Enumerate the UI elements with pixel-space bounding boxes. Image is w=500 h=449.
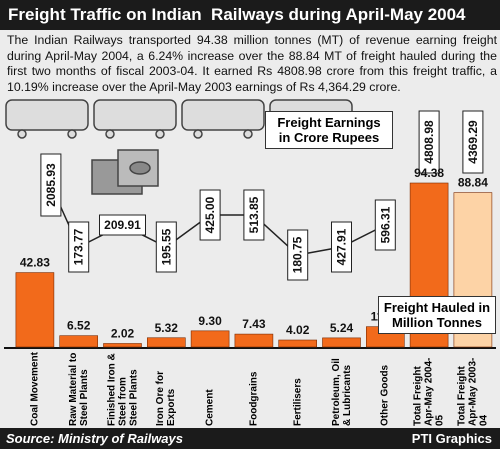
x-tick-label: Petroleum, Oil & Lubricants — [330, 358, 353, 426]
earnings-box — [462, 110, 484, 174]
bar-value-label: 5.32 — [155, 321, 179, 335]
earnings-label: 596.31 — [378, 206, 392, 243]
footer: Source: Ministry of Railways PTI Graphic… — [0, 428, 500, 449]
bar — [322, 337, 361, 348]
x-tick-label: Fertilisers — [292, 378, 304, 426]
bar — [278, 339, 318, 348]
bar — [234, 333, 274, 348]
x-tick-label: Iron Ore for Exports — [155, 370, 178, 426]
bar-value-label: 5.24 — [330, 321, 354, 335]
earnings-box — [99, 214, 146, 236]
bar — [103, 343, 142, 348]
x-tick-label: Total Freight Apr-May 2003-04 — [456, 357, 490, 426]
earnings-box — [40, 153, 62, 217]
earnings-label: 2085.93 — [44, 163, 58, 207]
earnings-box — [155, 221, 177, 273]
bar — [15, 272, 55, 348]
x-tick-label: Cement — [204, 389, 216, 426]
bar-value-label: 9.30 — [198, 314, 222, 328]
legend-hauled: Freight Hauled in Million Tonnes — [378, 296, 496, 334]
bar-value-label: 7.43 — [242, 317, 266, 331]
chart-title: Freight Traffic on Indian Railways durin… — [0, 0, 500, 30]
source: Source: Ministry of Railways — [6, 431, 183, 446]
earnings-box — [418, 110, 440, 174]
earnings-label: 425.00 — [203, 196, 217, 233]
bar — [147, 337, 186, 348]
earnings-box — [331, 221, 352, 273]
earnings-box — [243, 189, 265, 241]
x-tick-label: Coal Movement — [29, 352, 41, 426]
x-tick-label: Other Goods — [379, 364, 391, 426]
bar-value-label: 88.84 — [458, 176, 488, 190]
credit: PTI Graphics — [411, 431, 492, 446]
bar — [190, 330, 230, 348]
bar-value-label: 94.38 — [414, 166, 444, 180]
earnings-box — [68, 221, 90, 273]
bar-value-label: 4.02 — [286, 323, 310, 337]
x-tick-label: Finished Iron & Steel from Steel Plants — [106, 353, 139, 426]
earnings-label: 4808.98 — [422, 120, 436, 164]
earnings-label: 195.55 — [159, 228, 173, 265]
bar-value-label: 2.02 — [111, 326, 135, 340]
earnings-box — [374, 199, 396, 251]
legend-earnings: Freight Earnings in Crore Rupees — [265, 111, 393, 149]
chart-subtitle: The Indian Railways transported 94.38 mi… — [7, 33, 497, 94]
bar-value-label: 6.52 — [67, 319, 91, 333]
earnings-label: 513.85 — [247, 196, 261, 233]
bar-value-label: 42.83 — [20, 256, 50, 270]
earnings-label: 180.75 — [291, 236, 305, 273]
x-tick-label: Raw Material to Steel Plants — [67, 352, 90, 426]
earnings-label: 173.77 — [72, 228, 86, 265]
earnings-box — [199, 189, 221, 241]
earnings-label: 209.91 — [104, 218, 141, 232]
earnings-label: 427.91 — [335, 228, 349, 265]
x-tick-label: Total Freight Apr-May 2004-05 — [412, 357, 446, 426]
bar — [59, 335, 99, 348]
x-tick-label: Foodgrains — [248, 371, 260, 426]
earnings-label: 4369.29 — [466, 120, 480, 164]
earnings-box — [287, 229, 309, 281]
